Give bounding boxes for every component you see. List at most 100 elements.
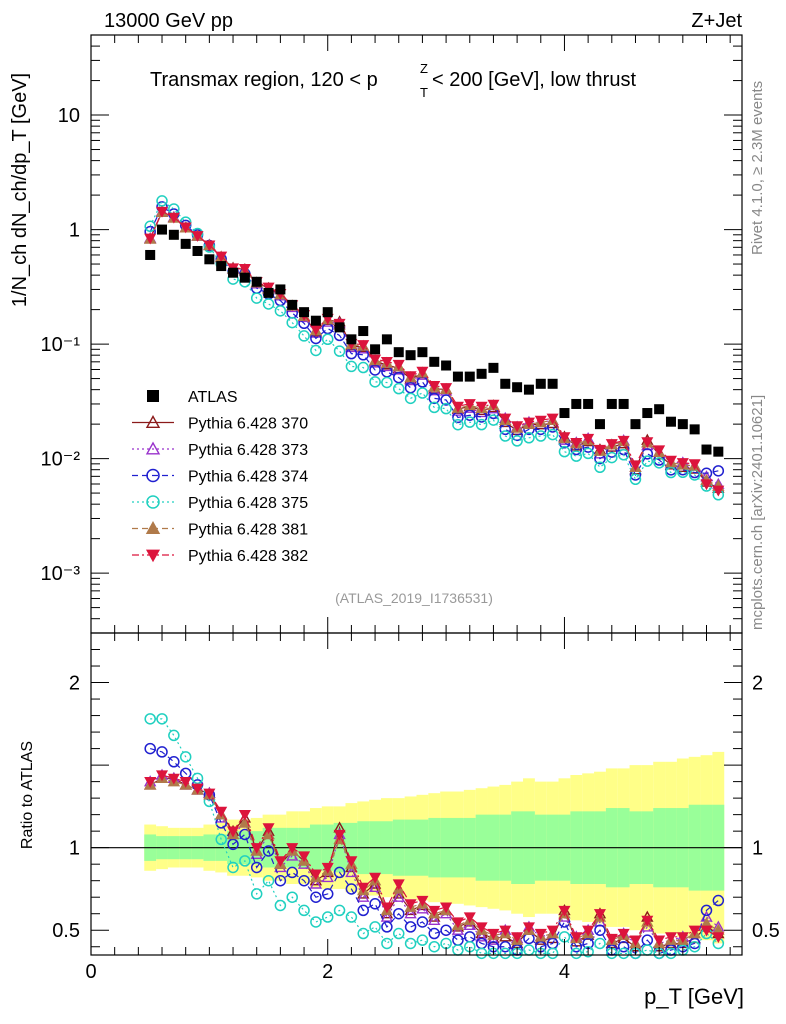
series-point-ratio-pythia-6-428-374	[262, 845, 275, 857]
atlas-point	[228, 267, 239, 278]
series-point-ratio-pythia-6-428-382	[286, 843, 299, 854]
series-point-ratio-pythia-6-428-374	[156, 746, 168, 758]
series-point-ratio-pythia-6-428-382	[262, 823, 275, 835]
atlas-point	[346, 334, 357, 345]
series-point-ratio-pythia-6-428-382	[404, 899, 417, 911]
series-point-top-pythia-6-428-375	[274, 305, 287, 317]
series-point-ratio-pythia-6-428-375	[168, 729, 180, 742]
series-point-top-pythia-6-428-375	[653, 457, 665, 469]
series-point-ratio-pythia-6-428-375	[227, 861, 239, 874]
series-point-top-pythia-6-428-382	[179, 222, 192, 234]
series-point-ratio-pythia-6-428-382	[582, 925, 595, 937]
series-point-ratio-pythia-6-428-375	[179, 751, 192, 763]
series-point-ratio-pythia-6-428-382	[463, 912, 476, 924]
series-point-ratio-pythia-6-428-382	[238, 810, 251, 821]
series-point-ratio-pythia-6-428-374	[168, 756, 180, 768]
series-point-top-pythia-6-428-375	[629, 473, 642, 486]
series-point-top-pythia-6-428-382	[582, 433, 595, 445]
ratio-tick-label-right: 0.5	[752, 920, 780, 942]
series-point-ratio-pythia-6-428-375	[546, 947, 559, 960]
series-point-top-pythia-6-428-382	[167, 212, 180, 224]
series-point-ratio-pythia-6-428-382	[641, 915, 654, 927]
series-point-ratio-pythia-6-428-382	[321, 862, 334, 874]
series-point-ratio-pythia-6-428-382	[664, 932, 678, 944]
series-point-ratio-pythia-6-428-375	[357, 927, 369, 940]
region-title-end: < 200 [GeV], low thrust	[432, 69, 636, 91]
region-title-main: Transmax region, 120 < p	[150, 69, 378, 91]
atlas-point	[157, 224, 168, 235]
atlas-point	[405, 350, 416, 361]
series-point-top-pythia-6-428-375	[464, 416, 476, 428]
series-point-top-pythia-6-428-382	[203, 240, 216, 252]
legend-label: Pythia 6.428 374	[188, 469, 308, 486]
atlas-point	[145, 249, 156, 260]
series-point-ratio-pythia-6-428-374	[298, 874, 310, 887]
series-point-top-pythia-6-428-375	[535, 430, 547, 442]
series-point-ratio-pythia-6-428-375	[381, 937, 393, 950]
atlas-point	[299, 307, 310, 318]
series-point-ratio-pythia-6-428-374	[404, 921, 417, 933]
series-point-ratio-pythia-6-428-374	[392, 907, 405, 920]
series-point-ratio-pythia-6-428-375	[475, 947, 488, 960]
series-point-top-pythia-6-428-374	[712, 465, 725, 477]
y-tick-label-top: 10	[58, 105, 80, 127]
series-point-ratio-pythia-6-428-374	[286, 866, 298, 879]
series-point-top-pythia-6-428-375	[428, 401, 441, 414]
series-point-top-pythia-6-428-375	[594, 461, 606, 474]
atlas-point	[488, 362, 499, 373]
series-point-top-pythia-6-428-375	[381, 376, 393, 389]
atlas-point	[168, 229, 179, 240]
atlas-point	[216, 261, 227, 272]
x-tick-label: 4	[559, 961, 570, 983]
series-point-ratio-pythia-6-428-375	[298, 904, 310, 917]
atlas-point	[583, 398, 594, 409]
y-tick-label-top: 10⁻²	[41, 449, 81, 471]
series-point-top-pythia-6-428-382	[262, 282, 275, 294]
region-title: Transmax region, 120 < p Z T < 200 [GeV]…	[150, 61, 636, 100]
atlas-point	[665, 416, 676, 427]
series-point-ratio-pythia-6-428-373	[404, 907, 417, 919]
atlas-point	[263, 287, 274, 298]
series-point-top-pythia-6-428-382	[511, 421, 524, 433]
series-point-ratio-pythia-6-428-382	[499, 925, 512, 937]
y-axis-label-ratio: Ratio to ATLAS	[19, 741, 36, 849]
atlas-point	[571, 398, 582, 409]
series-point-ratio-pythia-6-428-382	[487, 928, 500, 940]
series-point-top-pythia-6-428-375	[546, 428, 559, 441]
legend-marker	[145, 415, 161, 428]
legend-marker	[146, 468, 160, 483]
series-point-top-pythia-6-428-375	[345, 360, 358, 373]
series-point-top-pythia-6-428-375	[298, 330, 310, 342]
series-point-top-pythia-6-428-382	[676, 458, 689, 469]
series-point-ratio-pythia-6-428-374	[381, 921, 393, 933]
series-point-top-pythia-6-428-375	[499, 430, 512, 442]
top-panel-frame	[90, 34, 743, 634]
series-point-ratio-pythia-6-428-382	[511, 932, 524, 944]
atlas-point	[701, 444, 712, 455]
series-point-top-pythia-6-428-382	[688, 459, 701, 471]
legend-marker	[145, 441, 161, 455]
series-point-top-pythia-6-428-375	[310, 344, 322, 357]
series-point-ratio-pythia-6-428-375	[404, 937, 417, 950]
atlas-point	[370, 344, 381, 355]
y-tick-label-top: 10⁻³	[41, 563, 81, 585]
series-point-ratio-pythia-6-428-374	[452, 934, 464, 946]
series-point-top-pythia-6-428-374	[392, 371, 405, 384]
series-point-ratio-pythia-6-428-382	[546, 925, 559, 937]
process-label: Z+Jet	[691, 10, 742, 32]
series-point-top-pythia-6-428-382	[144, 233, 157, 245]
atlas-point	[334, 322, 345, 333]
series-point-top-pythia-6-428-375	[665, 466, 677, 479]
series-point-top-pythia-6-428-382	[191, 231, 204, 242]
series-point-ratio-pythia-6-428-382	[440, 902, 453, 914]
series-point-top-pythia-6-428-374	[428, 392, 441, 405]
series-point-ratio-pythia-6-428-375	[641, 944, 654, 956]
series-point-ratio-pythia-6-428-382	[653, 935, 666, 947]
series-point-ratio-pythia-6-428-382	[522, 922, 535, 934]
series-point-ratio-pythia-6-428-375	[416, 934, 429, 946]
series-point-ratio-pythia-6-428-374	[416, 916, 429, 928]
series-point-top-pythia-6-428-382	[653, 445, 666, 457]
ratio-tick-label-right: 1	[752, 838, 763, 860]
atlas-point	[322, 307, 333, 318]
series-point-top-pythia-6-428-374	[464, 409, 476, 421]
